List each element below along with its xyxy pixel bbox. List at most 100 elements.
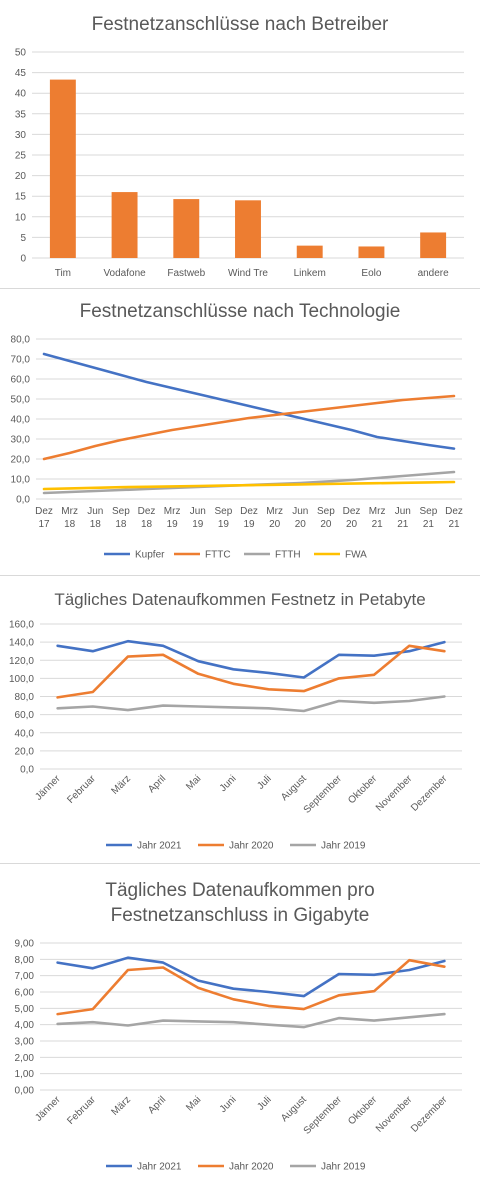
divider bbox=[0, 863, 480, 864]
y-tick-label: 15 bbox=[15, 192, 27, 203]
y-tick-label: 3,00 bbox=[15, 1037, 35, 1048]
chart-title: Tägliches Datenaufkommen Festnetz in Pet… bbox=[54, 590, 425, 609]
chart-panel-operators: Festnetzanschlüsse nach Betreiber 0 5 10 15… bbox=[0, 0, 480, 288]
x-tick-label: Februar bbox=[65, 773, 98, 806]
x-tick-label: Juli bbox=[255, 773, 273, 791]
legend-label: Jahr 2021 bbox=[137, 841, 182, 852]
y-tick-label: 40,0 bbox=[15, 728, 35, 739]
chart-panel-traffic-pb: Tägliches Datenaufkommen Festnetz in Pet… bbox=[0, 576, 480, 863]
series-line-jahr-2021 bbox=[56, 956, 446, 998]
x-tick-label: Oktober bbox=[346, 773, 379, 806]
y-tick-label: 160,0 bbox=[9, 620, 34, 631]
y-tick-label: 20,0 bbox=[15, 746, 35, 757]
y-tick-label: 40,0 bbox=[11, 415, 31, 426]
chart-title-line-2: Festnetzanschluss in Gigabyte bbox=[111, 905, 370, 926]
x-tick-label: Tim bbox=[55, 268, 71, 279]
bar-vodafone bbox=[111, 192, 138, 258]
x-tick-label: Mrz 18 bbox=[61, 506, 78, 530]
x-tick-label: Jun 21 bbox=[395, 506, 411, 530]
y-tick-label: 70,0 bbox=[11, 355, 31, 366]
y-tick-label: 4,00 bbox=[15, 1020, 35, 1031]
series-line-jahr-2019 bbox=[56, 695, 446, 713]
y-tick-label: 0,0 bbox=[16, 495, 30, 506]
bar-eolo bbox=[358, 246, 385, 258]
x-tick-label: Linkem bbox=[294, 268, 326, 279]
legend-item: Jahr 2019 bbox=[290, 1162, 366, 1173]
x-tick-label: März bbox=[110, 1094, 134, 1118]
divider bbox=[0, 288, 480, 289]
bar-tim bbox=[49, 79, 76, 258]
x-tick-label: August bbox=[279, 1094, 309, 1124]
legend-label: Jahr 2021 bbox=[137, 1162, 182, 1173]
x-tick-label: November bbox=[374, 1094, 415, 1135]
y-tick-label: 10 bbox=[15, 212, 27, 223]
x-tick-label: Eolo bbox=[361, 268, 381, 279]
legend-item: Jahr 2021 bbox=[106, 1162, 182, 1173]
chart-technology: Festnetzanschlüsse nach Technologie 0,0 1… bbox=[11, 301, 463, 561]
x-tick-label: Juni bbox=[218, 1094, 239, 1115]
y-tick-label: 7,00 bbox=[15, 971, 35, 982]
y-tick-label: 2,00 bbox=[15, 1053, 35, 1064]
x-tick-label: September bbox=[302, 773, 345, 816]
chart-traffic-gigabyte: Tägliches Datenaufkommen pro Festnetzans… bbox=[15, 880, 462, 1173]
x-tick-label: Mai bbox=[184, 773, 203, 792]
x-tick-label: Juli bbox=[255, 1094, 273, 1112]
legend-item: Jahr 2019 bbox=[290, 841, 366, 852]
y-tick-label: 6,00 bbox=[15, 988, 35, 999]
x-tick-label: Jänner bbox=[33, 773, 63, 803]
y-tick-label: 50 bbox=[15, 48, 27, 59]
bar-linkem bbox=[296, 245, 323, 258]
y-tick-label: 1,00 bbox=[15, 1069, 35, 1080]
series-line-jahr-2021 bbox=[56, 639, 446, 679]
x-tick-label: April bbox=[146, 773, 168, 795]
chart-title-line-1: Tägliches Datenaufkommen pro bbox=[105, 880, 374, 901]
legend-label: FTTH bbox=[275, 550, 301, 561]
bar-andere bbox=[420, 232, 447, 258]
x-tick-label: Jun 19 bbox=[190, 506, 206, 530]
chart-title: Festnetzanschlüsse nach Betreiber bbox=[92, 14, 389, 35]
x-tick-label: Februar bbox=[65, 1094, 98, 1127]
y-tick-label: 0 bbox=[20, 254, 26, 265]
bar-wind-tre bbox=[235, 200, 261, 258]
y-tick-label: 5 bbox=[20, 233, 26, 244]
series-line-kupfer bbox=[42, 352, 456, 450]
chart-panel-technology: Festnetzanschlüsse nach Technologie 0,0 1… bbox=[0, 289, 480, 575]
x-tick-label: Jun 18 bbox=[87, 506, 103, 530]
x-tick-label: August bbox=[279, 773, 309, 803]
y-tick-label: 45 bbox=[15, 68, 27, 79]
x-tick-label: Dez 18 bbox=[138, 506, 156, 530]
y-tick-label: 100,0 bbox=[9, 674, 34, 685]
y-tick-label: 8,00 bbox=[15, 955, 35, 966]
y-tick-label: 30,0 bbox=[11, 435, 31, 446]
y-tick-label: 140,0 bbox=[9, 638, 34, 649]
legend-item: Kupfer bbox=[104, 550, 165, 561]
series-line-fwa bbox=[42, 480, 456, 491]
x-tick-label: Dez 19 bbox=[240, 506, 258, 530]
y-tick-label: 30 bbox=[15, 130, 27, 141]
y-tick-label: 9,00 bbox=[15, 939, 35, 950]
y-tick-label: 25 bbox=[15, 151, 27, 162]
x-tick-label: Wind Tre bbox=[228, 268, 268, 279]
x-tick-label: Sep 20 bbox=[317, 506, 335, 530]
y-tick-label: 10,0 bbox=[11, 475, 31, 486]
y-tick-label: 120,0 bbox=[9, 656, 34, 667]
legend-item: Jahr 2020 bbox=[198, 1162, 274, 1173]
y-tick-label: 5,00 bbox=[15, 1004, 35, 1015]
legend-item: Jahr 2021 bbox=[106, 841, 182, 852]
y-tick-label: 20 bbox=[15, 171, 27, 182]
legend-label: Jahr 2019 bbox=[321, 841, 366, 852]
y-tick-label: 60,0 bbox=[15, 710, 35, 721]
x-tick-label: Jun 20 bbox=[292, 506, 308, 530]
y-tick-label: 80,0 bbox=[15, 692, 35, 703]
bar-fastweb bbox=[173, 199, 200, 258]
y-tick-label: 50,0 bbox=[11, 395, 31, 406]
x-tick-label: Jänner bbox=[33, 1094, 63, 1124]
x-tick-label: Dez 20 bbox=[343, 506, 361, 530]
legend-item: FWA bbox=[314, 550, 367, 561]
legend-item: Jahr 2020 bbox=[198, 841, 274, 852]
chart-title: Festnetzanschlüsse nach Technologie bbox=[80, 301, 401, 322]
x-tick-label: Dezember bbox=[409, 1094, 450, 1135]
series-line-jahr-2019 bbox=[56, 1012, 446, 1029]
x-tick-label: Dezember bbox=[409, 773, 450, 814]
x-tick-label: Mai bbox=[184, 1094, 203, 1113]
